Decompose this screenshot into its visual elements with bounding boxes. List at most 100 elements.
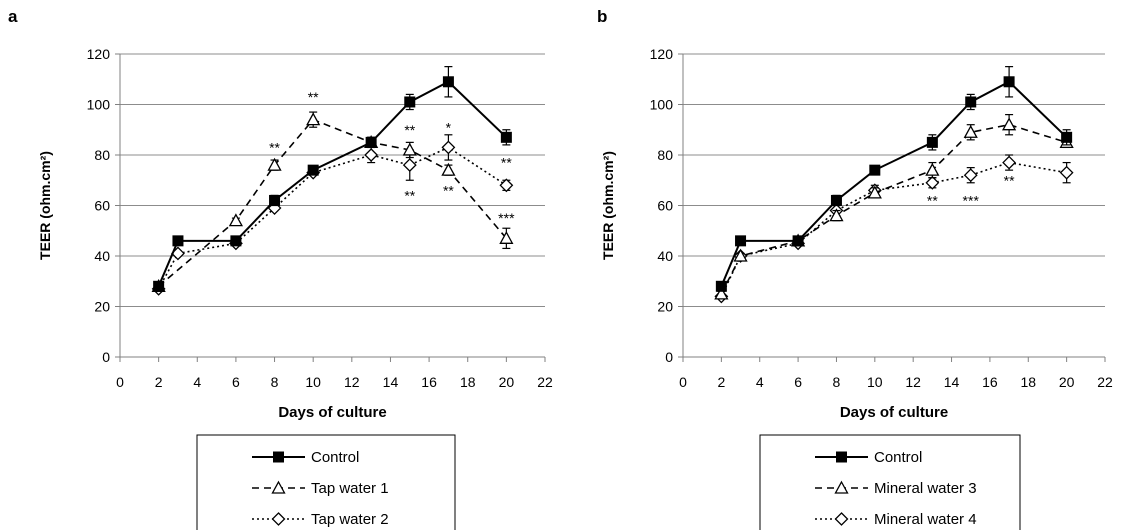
data-point — [1002, 155, 1017, 170]
x-tick-label: 12 — [344, 374, 360, 390]
series-line — [157, 146, 507, 290]
y-tick-label: 0 — [665, 349, 673, 365]
y-tick-label: 120 — [650, 46, 674, 62]
data-point — [402, 158, 417, 173]
significance-label: ** — [308, 89, 319, 105]
data-point — [499, 178, 514, 193]
x-tick-label: 12 — [905, 374, 921, 390]
significance-label: ** — [927, 193, 938, 209]
x-tick-label: 20 — [1059, 374, 1075, 390]
significance-label: ** — [404, 122, 415, 138]
y-tick-label: 100 — [87, 97, 111, 113]
data-point — [228, 213, 244, 227]
x-axis-title: Days of culture — [840, 404, 948, 421]
panel-label: b — [597, 7, 607, 26]
x-tick-label: 2 — [717, 374, 725, 390]
panel-label: a — [8, 7, 18, 26]
x-tick-label: 8 — [833, 374, 841, 390]
significance-label: ** — [269, 139, 280, 155]
x-tick-label: 6 — [794, 374, 802, 390]
significance-label: *** — [498, 210, 515, 226]
x-axis-title: Days of culture — [278, 404, 386, 421]
significance-label: ** — [501, 155, 512, 171]
legend-marker — [271, 480, 286, 494]
data-point — [963, 124, 978, 138]
data-point — [965, 96, 977, 108]
y-tick-label: 40 — [657, 248, 673, 264]
data-point — [441, 162, 456, 176]
data-point — [153, 280, 165, 292]
legend-marker — [836, 451, 847, 463]
y-tick-label: 80 — [94, 147, 110, 163]
legend-label: Mineral water 4 — [874, 511, 977, 528]
data-point — [715, 280, 727, 292]
data-point — [926, 136, 938, 148]
series-tap-water-2 — [151, 134, 514, 296]
legend-label: Control — [311, 449, 359, 466]
significance-label: ** — [1004, 172, 1015, 188]
data-point — [307, 164, 319, 176]
data-point — [364, 148, 379, 162]
data-point — [172, 235, 184, 247]
y-tick-label: 80 — [657, 147, 673, 163]
data-point — [735, 235, 747, 247]
x-tick-label: 22 — [1097, 374, 1113, 390]
legend-label: Control — [874, 449, 922, 466]
y-tick-label: 100 — [650, 97, 674, 113]
y-tick-label: 0 — [102, 349, 110, 365]
x-tick-label: 6 — [232, 374, 240, 390]
significance-label: *** — [963, 193, 980, 209]
series-line — [720, 123, 1067, 295]
legend-label: Tap water 2 — [311, 511, 389, 528]
x-tick-label: 18 — [460, 374, 476, 390]
x-tick-label: 14 — [944, 374, 960, 390]
significance-label: ** — [404, 187, 415, 203]
legend-label: Mineral water 3 — [874, 480, 977, 497]
data-point — [1059, 165, 1074, 180]
data-point — [499, 230, 514, 244]
y-tick-label: 20 — [657, 299, 673, 315]
y-tick-label: 60 — [657, 198, 673, 214]
data-point — [230, 235, 242, 247]
data-point — [500, 131, 512, 143]
x-tick-label: 14 — [383, 374, 399, 390]
legend: Control Tap water 1 Tap water 2 — [196, 434, 456, 530]
data-point — [925, 175, 940, 190]
x-tick-label: 4 — [756, 374, 764, 390]
x-tick-label: 18 — [1020, 374, 1036, 390]
x-tick-label: 22 — [537, 374, 553, 390]
y-tick-label: 60 — [94, 198, 110, 214]
data-point — [269, 194, 281, 206]
data-point — [733, 248, 748, 262]
y-axis-title: TEER (ohm.cm²) — [600, 151, 616, 260]
legend-box — [196, 434, 456, 530]
series-line — [720, 161, 1067, 297]
data-point — [829, 208, 844, 222]
series-mineral-water-3 — [714, 113, 1074, 300]
x-tick-label: 16 — [982, 374, 998, 390]
y-tick-label: 20 — [94, 299, 110, 315]
data-point — [267, 157, 282, 171]
data-point — [792, 235, 804, 247]
y-tick-label: 120 — [87, 46, 111, 62]
data-point — [963, 168, 978, 183]
data-point — [869, 164, 881, 176]
x-tick-label: 4 — [193, 374, 201, 390]
data-point — [365, 136, 377, 148]
x-tick-label: 0 — [116, 374, 124, 390]
series-control — [153, 66, 512, 292]
x-tick-label: 20 — [499, 374, 515, 390]
data-point — [1061, 131, 1073, 143]
x-tick-label: 2 — [155, 374, 163, 390]
chart-panel-b: b 0 20 40 60 80 100 120 0 2 4 6 8 10 12 14 16 18 20 22 Days … — [597, 7, 1113, 530]
series-mineral-water-4 — [714, 154, 1074, 304]
legend-label: Tap water 1 — [311, 480, 389, 497]
data-point — [830, 194, 842, 206]
legend-marker — [271, 512, 286, 526]
x-tick-label: 16 — [421, 374, 437, 390]
series-tap-water-1 — [151, 111, 514, 292]
data-point — [925, 162, 940, 176]
legend-marker — [834, 512, 849, 526]
data-point — [441, 140, 456, 155]
